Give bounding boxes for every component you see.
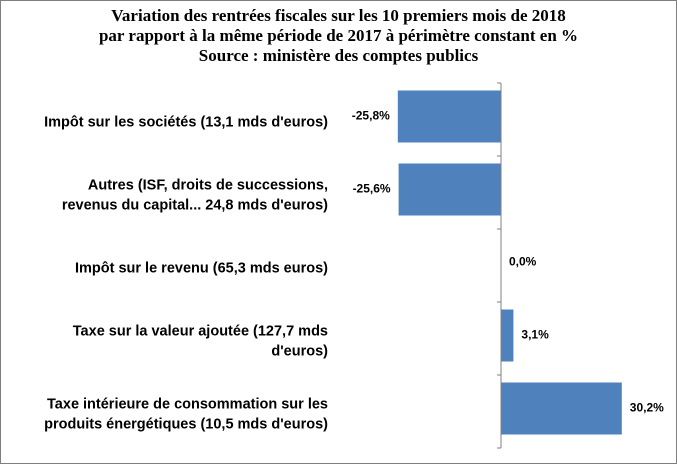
bar-4 — [501, 382, 622, 435]
data-label-4: 30,2% — [630, 401, 664, 415]
data-label-0: -25,8% — [352, 109, 390, 123]
category-label-1-line-0: Autres (ISF, droits de successions, — [88, 178, 328, 194]
chart-title-line-3: Source : ministère des comptes publics — [198, 46, 479, 65]
bar-1 — [398, 163, 501, 216]
category-label-3-line-1: d'euros) — [271, 344, 328, 360]
category-label-0-line-0: Impôt sur les sociétés (13,1 mds d'euros… — [44, 115, 328, 131]
bar-0 — [397, 90, 501, 143]
chart-title-line-1: Variation des rentrées fiscales sur les … — [111, 6, 566, 25]
data-label-1: -25,6% — [353, 182, 391, 196]
bar-3 — [501, 309, 514, 362]
category-label-1-line-1: revenus du capital... 24,8 mds d'euros) — [62, 198, 328, 214]
chart-title: Variation des rentrées fiscales sur les … — [0, 6, 677, 66]
category-label-4-line-0: Taxe intérieure de consommation sur les — [47, 397, 328, 413]
chart-title-line-2: par rapport à la même période de 2017 à … — [98, 26, 579, 45]
category-label-3-line-0: Taxe sur la valeur ajoutée (127,7 mds — [73, 324, 328, 340]
category-label-2-line-0: Impôt sur le revenu (65,3 mds euros) — [75, 261, 328, 277]
data-label-2: 0,0% — [509, 255, 537, 269]
category-label-4-line-1: produits énergétiques (10,5 mds d'euros) — [44, 417, 328, 433]
data-label-3: 3,1% — [521, 328, 549, 342]
